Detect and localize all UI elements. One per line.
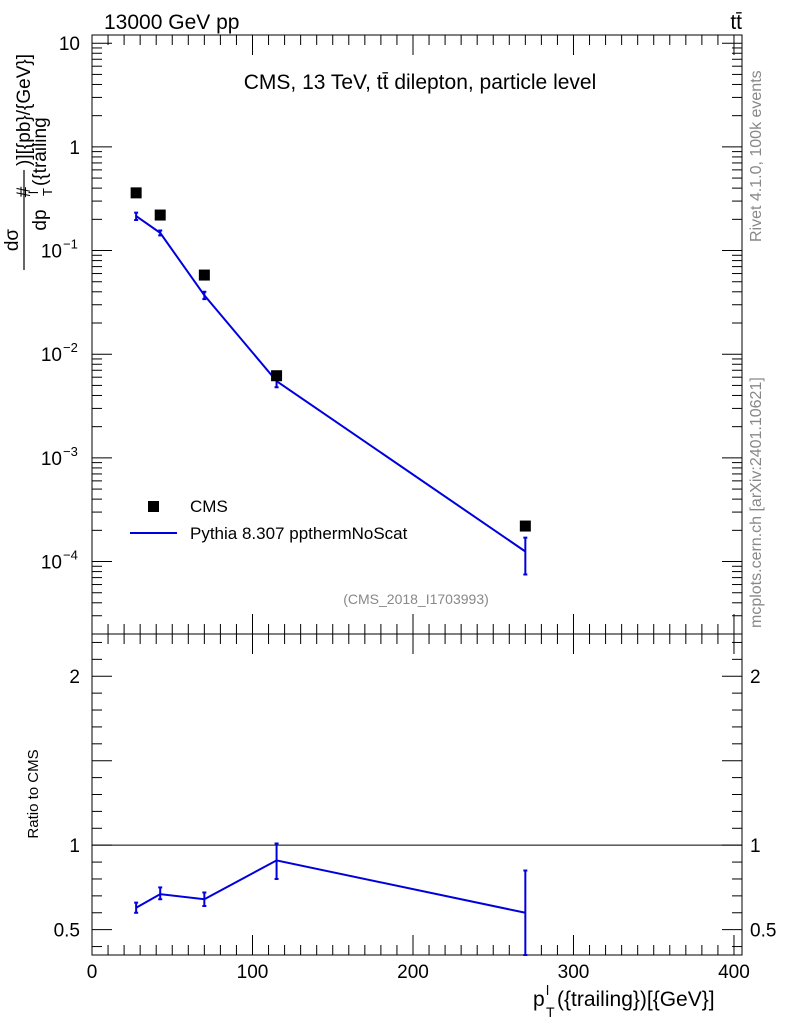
x-tick-label: 300 [558,962,590,983]
ratio-y-tick-label-right: 0.5 [750,921,776,942]
x-axis: 0 100 200 300 400 [87,35,750,983]
x-tick-label: 200 [397,962,429,983]
ratio-y-tick-label: 0.5 [54,921,80,942]
legend: CMS Pythia 8.307 ppthermNoScat [130,497,408,543]
main-y-tick-exponent: −1 [63,237,78,252]
main-y-tick-label: 10 [41,553,62,574]
x-tick-label: 100 [237,962,269,983]
analysis-id: (CMS_2018_I1703993) [343,591,489,607]
x-axis-label: p l T ({trailing})[{GeV}] [533,982,715,1020]
svg-text:({trailing})[{GeV}]: ({trailing})[{GeV}] [557,988,715,1011]
main-plot-frame [91,34,743,635]
legend-marker-cms [148,501,159,512]
legend-label-cms: CMS [190,497,228,516]
source-label: mcplots.cern.ch [arXiv:2401.10621] [748,377,765,628]
cms-data-point [130,187,142,199]
ratio-y-tick-label-right: 2 [750,667,761,688]
svg-text:dp: dp [30,209,51,230]
main-y-tick-exponent: −3 [63,444,78,459]
chart-title: CMS, 13 TeV, tt̄ dilepton, particle leve… [244,71,597,94]
process-label: tt̄ [730,11,742,34]
ratio-plot-frame [91,633,743,956]
main-y-tick-label: 10 [59,34,80,55]
ratio-y-tick-label: 2 [69,667,80,688]
svg-text:T: T [40,188,55,196]
main-y-tick-label: 10 [41,345,62,366]
svg-text:T: T [546,1004,555,1020]
ratio-y-axis-label: Ratio to CMS [25,749,42,838]
x-tick-label: 0 [87,962,98,983]
main-y-tick-label: 1 [69,138,80,159]
svg-text:)][{pb}/{GeV}]: )][{pb}/{GeV}] [14,54,35,166]
cms-data-point [154,209,166,221]
svg-text:p: p [533,988,545,1011]
main-y-tick-exponent: −2 [63,340,78,355]
cms-data-point [519,520,531,532]
main-y-axis-label-fraction: dσ dp l T ({trailing [2,117,55,270]
cms-data-point [271,370,283,382]
ratio-y-axis: 2 2 1 1 0.5 0.5 [54,641,776,948]
svg-text:({trailing: ({trailing [30,117,51,186]
ratio-series-group [134,842,528,956]
svg-text:dσ: dσ [2,229,23,252]
ratio-line [135,859,526,914]
x-tick-label: 400 [718,962,750,983]
svg-text:l: l [26,191,41,194]
rivet-label: Rivet 4.1.0, 100k events [748,70,765,242]
ratio-y-tick-label: 1 [69,836,80,857]
main-y-tick-label: 10 [41,449,62,470]
main-y-tick-exponent: −4 [63,548,78,563]
main-y-tick-label: 10 [41,242,62,263]
svg-text:l: l [546,982,549,998]
main-series-group [130,187,531,576]
ratio-y-tick-label-right: 1 [750,836,761,857]
cms-data-point [198,269,210,281]
main-y-axis-label-unit: )][{pb}/{GeV}] [14,54,35,166]
energy-label: 13000 GeV pp [104,11,239,34]
legend-label-pythia: Pythia 8.307 ppthermNoScat [190,524,408,543]
